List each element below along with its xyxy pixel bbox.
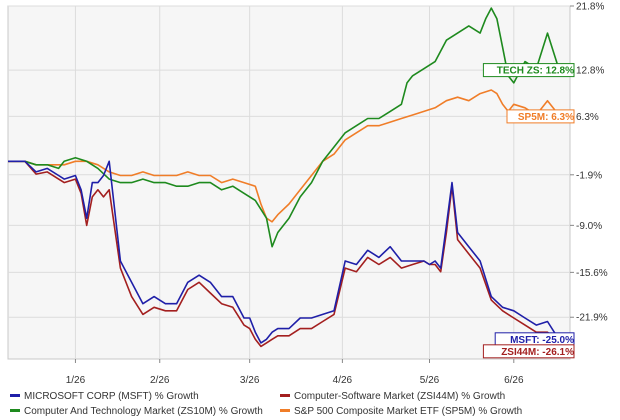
y-tick-label: -21.9% <box>576 313 608 324</box>
legend: MICROSOFT CORP (MSFT) % Growth Computer-S… <box>10 391 522 417</box>
series-end-label <box>506 109 575 124</box>
legend-item-label: S&P 500 Composite Market ETF (SP5M) % Gr… <box>294 406 522 417</box>
y-tick-label: 12.8% <box>576 66 604 77</box>
y-tick-label: -1.9% <box>576 170 602 181</box>
plot-area <box>7 5 571 360</box>
y-tick-label: -15.6% <box>576 268 608 279</box>
y-tick-label: -9.0% <box>576 221 602 232</box>
x-tick-label: 4/26 <box>333 375 353 386</box>
x-tick-label: 6/26 <box>504 375 524 386</box>
series-line-3 <box>8 89 571 223</box>
series-line-0 <box>8 160 571 344</box>
series-end-label-text: SP5M: 6.3% <box>518 112 574 123</box>
x-tick-label: 2/26 <box>150 375 170 386</box>
y-axis: 21.8% 12.8% 6.3% -1.9% -9.0% -15.6% -21.9% <box>570 2 608 324</box>
legend-item-label: MICROSOFT CORP (MSFT) % Growth <box>24 391 199 402</box>
y-tick-label: 6.3% <box>576 112 599 123</box>
series-line-1 <box>8 160 571 348</box>
x-tick-label: 3/26 <box>240 375 260 386</box>
series-end-label-text: ZSI44M: -26.1% <box>501 347 574 358</box>
x-axis: 1/26 2/26 3/26 4/26 5/26 6/26 <box>66 359 524 386</box>
series-lines <box>8 7 571 348</box>
series-end-labels: MSFT: -25.0%ZSI44M: -26.1% TECH ZS: 12.8%… <box>482 63 575 359</box>
series-end-label <box>482 344 575 359</box>
series-end-label-text: MSFT: -25.0% <box>510 335 574 346</box>
legend-item-label: Computer And Technology Market (ZS10M) %… <box>24 406 263 417</box>
x-tick-label: 5/26 <box>420 375 440 386</box>
x-tick-label: 1/26 <box>66 375 86 386</box>
series-end-label-text: TECH ZS: 12.8% <box>497 66 574 77</box>
y-tick-label: 21.8% <box>576 2 604 13</box>
legend-item-label: Computer-Software Market (ZSI44M) % Grow… <box>294 391 505 402</box>
series-end-label <box>482 63 575 78</box>
